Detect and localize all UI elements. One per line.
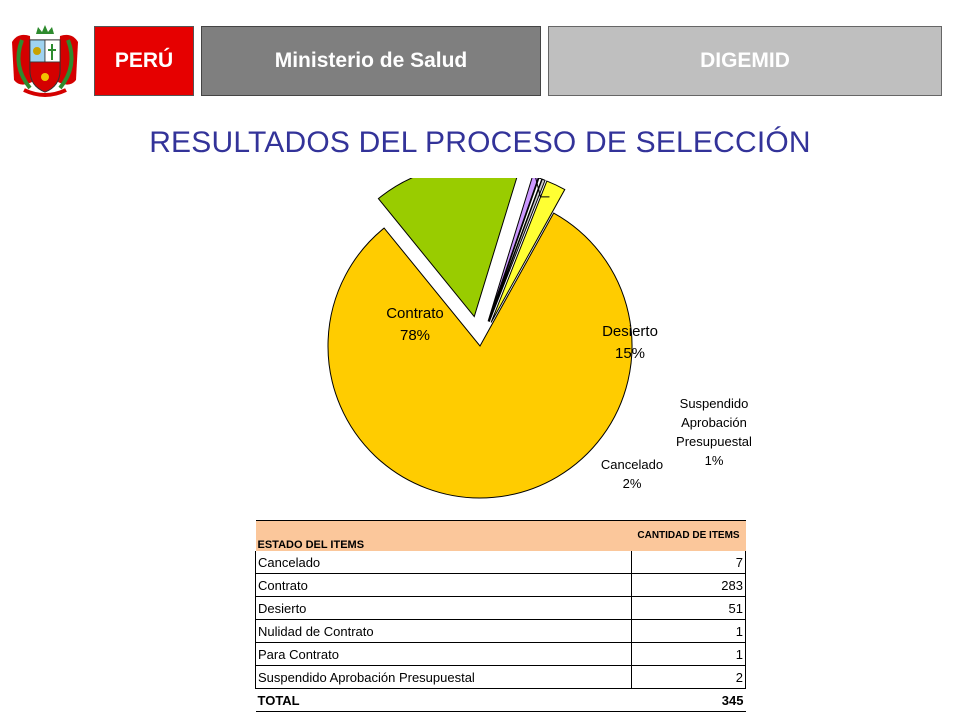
page-title: RESULTADOS DEL PROCESO DE SELECCIÓN: [149, 126, 811, 159]
total-label: TOTAL: [255, 688, 632, 712]
label-suspendido-line-4: 1%: [705, 453, 724, 468]
pie-slice-cancelado: [490, 180, 566, 323]
label-suspendido-line-1: Suspendido: [680, 396, 749, 411]
label-suspendido-line-3: Presupuestal: [676, 434, 752, 449]
header-peru-box: PERÚ: [94, 26, 194, 96]
label-cancelado-line-2: 2%: [623, 476, 642, 491]
table-row: Desierto 51: [255, 596, 746, 620]
header-ministry-box: Ministerio de Salud: [201, 26, 541, 96]
table-header-row: ESTADO DEL ITEMS CANTIDAD DE ITEMS: [255, 520, 746, 551]
pie-slice-contrato: [327, 212, 633, 499]
row-estado: Contrato: [255, 573, 632, 597]
label-suspendido-line-2: Aprobación: [681, 415, 747, 430]
label-desierto-line-1: Desierto: [602, 323, 658, 340]
row-cantidad: 1: [631, 642, 746, 666]
row-cantidad: 51: [631, 596, 746, 620]
row-estado: Desierto: [255, 596, 632, 620]
total-value: 345: [631, 688, 746, 712]
items-table: ESTADO DEL ITEMS CANTIDAD DE ITEMS Cance…: [255, 520, 746, 712]
row-cantidad: 1: [631, 619, 746, 643]
pie-slice-suspendido-aprobaci-n-presupuestal: [487, 178, 539, 322]
peru-coat-of-arms-logo: [12, 25, 78, 97]
pie-chart: Contrato 78% Desierto 15% Suspendido Aprobaci…: [327, 178, 752, 499]
header-country-label: PERÚ: [114, 49, 174, 72]
label-desierto-line-2: 15%: [615, 345, 645, 362]
row-cantidad: 2: [631, 665, 746, 689]
col-header-estado: ESTADO DEL ITEMS: [255, 520, 632, 551]
label-cancelado-line-1: Cancelado: [601, 457, 663, 472]
table-row: Contrato 283: [255, 573, 746, 597]
row-estado: Para Contrato: [255, 642, 632, 666]
label-contrato-line-1: Contrato: [386, 305, 444, 322]
header-ministry-label: Ministerio de Salud: [274, 49, 468, 72]
label-contrato-line-2: 78%: [400, 327, 430, 344]
row-estado: Cancelado: [255, 551, 632, 574]
table-row: Para Contrato 1: [255, 642, 746, 666]
table-row: Nulidad de Contrato 1: [255, 619, 746, 643]
header-agency-label: DIGEMID: [700, 49, 790, 72]
row-estado: Nulidad de Contrato: [255, 619, 632, 643]
pie-slice-desierto: [377, 178, 518, 318]
row-cantidad: 283: [631, 573, 746, 597]
table-row: Suspendido Aprobación Presupuestal 2: [255, 665, 746, 689]
leader-line-suspendido: [535, 178, 550, 198]
pie-slice-nulidad-de-contrato: [488, 178, 543, 322]
pie-slice-para-contrato: [488, 178, 546, 322]
col-header-cantidad: CANTIDAD DE ITEMS: [631, 520, 746, 551]
row-estado: Suspendido Aprobación Presupuestal: [255, 665, 632, 689]
header-agency-box: DIGEMID: [548, 26, 942, 96]
row-cantidad: 7: [631, 551, 746, 574]
table-total-row: TOTAL 345: [255, 688, 746, 712]
table-row: Cancelado 7: [255, 551, 746, 574]
